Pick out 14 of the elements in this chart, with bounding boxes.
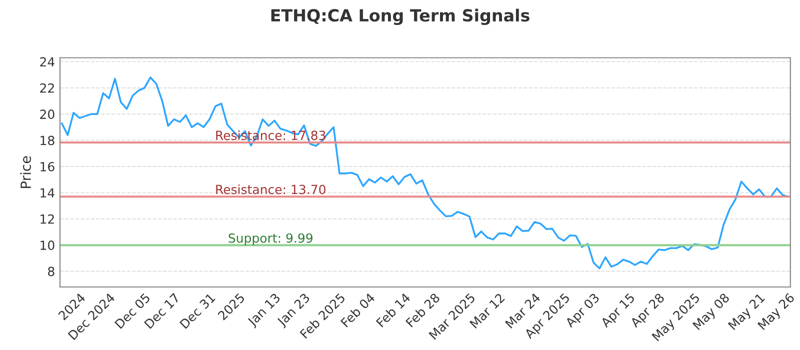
chart-title: ETHQ:CA Long Term Signals [271, 8, 530, 26]
y-tick-label: 14 [40, 188, 54, 198]
y-tick-label: 8 [48, 266, 54, 276]
ref-line-label: Resistance: 13.70 [216, 184, 326, 194]
y-tick-label: 18 [40, 136, 54, 146]
ref-line-label: Support: 9.99 [228, 233, 312, 246]
y-tick-label: 22 [40, 83, 54, 93]
y-tick-label: 12 [40, 214, 54, 224]
x-tick-label: Dec 31 [179, 292, 216, 329]
y-axis-title: Price [20, 156, 31, 188]
y-tick-label: 20 [40, 110, 54, 120]
y-tick-label: 24 [40, 57, 54, 66]
y-tick-label: 16 [40, 162, 54, 172]
y-tick-label: 10 [40, 240, 54, 250]
